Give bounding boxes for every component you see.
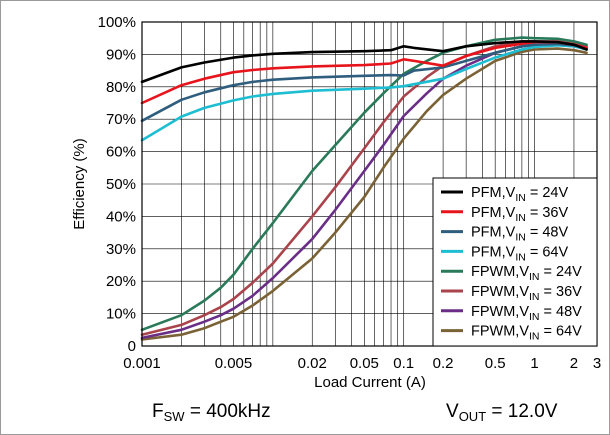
x-tick-label: 1 xyxy=(530,355,538,372)
switching-frequency-note: FSW = 400kHz xyxy=(152,401,271,424)
fsw-symbol: F xyxy=(152,401,164,422)
y-tick-label: 100% xyxy=(98,14,136,31)
x-tick-label: 0.02 xyxy=(298,355,327,372)
vout-subscript: OUT xyxy=(458,409,487,424)
y-tick-label: 20% xyxy=(106,273,136,290)
fsw-subscript: SW xyxy=(163,409,185,424)
y-tick-label: 0 xyxy=(128,338,136,355)
tick-labels: 0.001 0.005 0.02 0.05 0.1 0.2 0.5 1 2 3 0 10% 20% 30%… xyxy=(98,14,602,372)
series-layer xyxy=(140,36,588,341)
x-tick-label: 3 xyxy=(593,355,601,372)
x-tick-label: 0.001 xyxy=(123,355,161,372)
legend-label: FPWM,VIN = 64V xyxy=(471,324,582,343)
vout-symbol: V xyxy=(446,401,459,422)
y-tick-label: 90% xyxy=(106,46,136,63)
legend-label: FPWM,VIN = 24V xyxy=(471,264,582,283)
legend-label: FPWM,VIN = 48V xyxy=(471,304,582,323)
series-line xyxy=(140,42,588,123)
y-tick-label: 10% xyxy=(106,306,136,323)
legend-label: PFM,VIN = 64V xyxy=(471,244,568,263)
y-tick-label: 40% xyxy=(106,208,136,225)
y-tick-label: 60% xyxy=(106,144,136,161)
x-tick-label: 0.05 xyxy=(350,355,379,372)
legend-label: PFM,VIN = 24V xyxy=(471,185,568,204)
x-tick-label: 2 xyxy=(570,355,578,372)
series-line xyxy=(140,40,588,84)
y-axis-title: Efficiency (%) xyxy=(71,138,88,229)
legend-box xyxy=(432,177,598,347)
output-voltage-note: VOUT = 12.0V xyxy=(446,401,557,424)
y-tick-label: 80% xyxy=(106,79,136,96)
series-line xyxy=(140,47,588,341)
series-line xyxy=(140,43,588,142)
x-tick-label: 0.1 xyxy=(393,355,414,372)
legend-label: FPWM,VIN = 36V xyxy=(471,284,582,303)
y-tick-label: 30% xyxy=(106,241,136,258)
series-line xyxy=(140,36,588,332)
x-axis-title: Load Current (A) xyxy=(314,374,426,391)
x-tick-label: 0.005 xyxy=(215,355,253,372)
efficiency-chart: 0.001 0.005 0.02 0.05 0.1 0.2 0.5 1 2 3 0 10% 20% 30%… xyxy=(71,14,602,391)
fsw-value: = 400kHz xyxy=(184,401,271,422)
x-tick-label: 0.5 xyxy=(485,355,506,372)
legend-label: PFM,VIN = 48V xyxy=(471,225,568,244)
x-tick-label: 0.2 xyxy=(433,355,454,372)
y-tick-label: 50% xyxy=(106,176,136,193)
y-tick-label: 70% xyxy=(106,111,136,128)
legend-label: PFM,VIN = 36V xyxy=(471,205,568,224)
vout-value: = 12.0V xyxy=(486,401,558,422)
